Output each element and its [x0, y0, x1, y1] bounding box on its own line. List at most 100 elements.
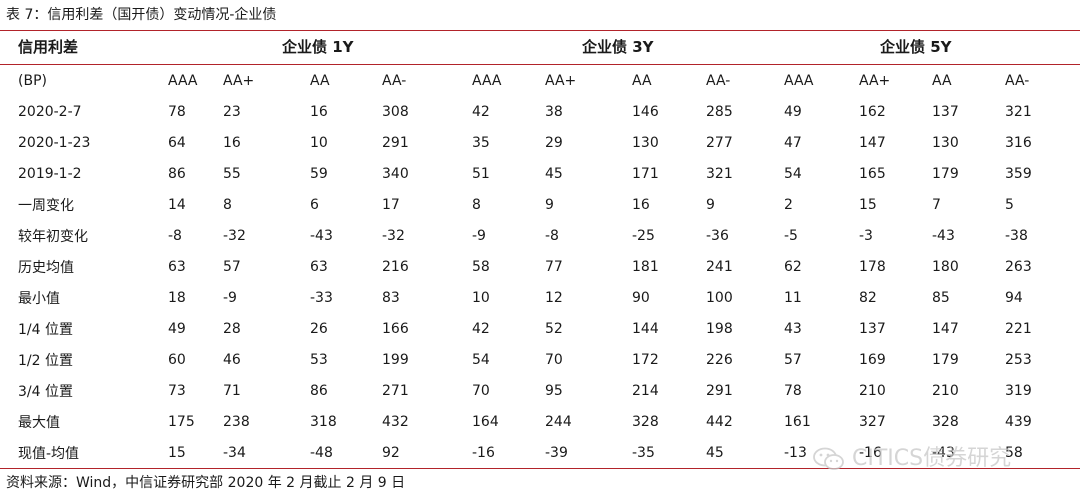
table-cell: 63 — [310, 258, 328, 275]
table-cell: 47 — [784, 134, 802, 151]
table-cell: 54 — [784, 165, 802, 182]
header-corner: 信用利差 — [18, 38, 79, 56]
row-label: 2020-1-23 — [18, 134, 91, 151]
row-label: 2019-1-2 — [18, 165, 82, 182]
table-cell: 2 — [784, 196, 793, 213]
group-header-1y: 企业债 1Y — [282, 38, 354, 56]
table-cell: 161 — [784, 413, 811, 430]
table-cell: 321 — [706, 165, 733, 182]
row-label: 历史均值 — [18, 259, 74, 276]
table-cell: 277 — [706, 134, 733, 151]
table-cell: -32 — [382, 227, 405, 244]
table-cell: 51 — [472, 165, 490, 182]
watermark: CITICS债券研究 — [812, 440, 1011, 472]
rating-header-cell: AA- — [1005, 72, 1030, 89]
table-cell: 83 — [382, 289, 400, 306]
table-cell: 181 — [632, 258, 659, 275]
table-cell: 28 — [223, 320, 241, 337]
table-cell: 147 — [932, 320, 959, 337]
row-label: 1/2 位置 — [18, 352, 73, 369]
spread-table: (BP) AAA AA+ AA AA- AAA AA+ AA AA- AAA AA+ AA AA- 2… — [0, 65, 1080, 468]
table-cell: 12 — [545, 289, 563, 306]
table-cell: -8 — [545, 227, 559, 244]
table-cell: 226 — [706, 351, 733, 368]
table-cell: 175 — [168, 413, 195, 430]
table-cell: 70 — [545, 351, 563, 368]
table-cell: -33 — [310, 289, 333, 306]
table-cell: 90 — [632, 289, 650, 306]
table-cell: 165 — [859, 165, 886, 182]
table-cell: 321 — [1005, 103, 1032, 120]
table-row: 最小值 18 -9 -33 83 10 12 90 100 11 82 85 94 — [0, 282, 1080, 313]
table-cell: 146 — [632, 103, 659, 120]
table-cell: 49 — [168, 320, 186, 337]
rating-header-cell: AA- — [706, 72, 731, 89]
table-cell: 144 — [632, 320, 659, 337]
table-cell: 328 — [932, 413, 959, 430]
table-cell: -35 — [632, 444, 655, 461]
table-cell: 5 — [1005, 196, 1014, 213]
table-cell: 432 — [382, 413, 409, 430]
table-cell: -3 — [859, 227, 873, 244]
table-cell: 64 — [168, 134, 186, 151]
table-cell: 16 — [310, 103, 328, 120]
rating-header-cell: AA+ — [223, 72, 255, 89]
table-cell: 241 — [706, 258, 733, 275]
table-row: 较年初变化 -8 -32 -43 -32 -9 -8 -25 -36 -5 -3 -43 -38 — [0, 220, 1080, 251]
table-cell: 94 — [1005, 289, 1023, 306]
table-cell: 58 — [472, 258, 490, 275]
table-cell: 327 — [859, 413, 886, 430]
table-cell: 49 — [784, 103, 802, 120]
table-row: 1/2 位置 60 46 53 199 54 70 172 226 57 169 179 253 — [0, 344, 1080, 375]
group-header-3y: 企业债 3Y — [582, 38, 654, 56]
row-label: 一周变化 — [18, 197, 74, 214]
table-cell: 8 — [223, 196, 232, 213]
rating-header-cell: AA+ — [545, 72, 577, 89]
table-cell: -34 — [223, 444, 246, 461]
table-cell: 130 — [932, 134, 959, 151]
table-cell: 9 — [545, 196, 554, 213]
table-row: 3/4 位置 73 71 86 271 70 95 214 291 78 210 210 319 — [0, 375, 1080, 406]
table-row: 一周变化 14 8 6 17 8 9 16 9 2 15 7 5 — [0, 189, 1080, 220]
table-cell: 166 — [382, 320, 409, 337]
table-cell: 291 — [706, 382, 733, 399]
table-cell: 78 — [784, 382, 802, 399]
group-header-5y: 企业债 5Y — [880, 38, 952, 56]
table-cell: -38 — [1005, 227, 1028, 244]
table-cell: 7 — [932, 196, 941, 213]
table-cell: -43 — [310, 227, 333, 244]
table-cell: 70 — [472, 382, 490, 399]
table-cell: 6 — [310, 196, 319, 213]
watermark-text: CITICS债券研究 — [852, 446, 1012, 471]
table-cell: 86 — [310, 382, 328, 399]
row-label: 现值-均值 — [18, 445, 80, 462]
unit-label: (BP) — [18, 72, 47, 89]
table-cell: 55 — [223, 165, 241, 182]
table-cell: 8 — [472, 196, 481, 213]
table-cell: -36 — [706, 227, 729, 244]
table-cell: 42 — [472, 320, 490, 337]
table-cell: -5 — [784, 227, 798, 244]
table-row: 2020-2-7 78 23 16 308 42 38 146 285 49 162 137 321 — [0, 96, 1080, 127]
table-cell: 130 — [632, 134, 659, 151]
table-cell: 359 — [1005, 165, 1032, 182]
table-cell: -25 — [632, 227, 655, 244]
table-cell: 180 — [932, 258, 959, 275]
table-row: 现值-均值 15 -34 -48 92 -16 -39 -35 45 -13 -16 -43 58 — [0, 437, 1080, 468]
row-label: 2020-2-7 — [18, 103, 82, 120]
table-cell: 271 — [382, 382, 409, 399]
table-cell: 285 — [706, 103, 733, 120]
table-cell: 15 — [859, 196, 877, 213]
table-cell: -39 — [545, 444, 568, 461]
table-row: 历史均值 63 57 63 216 58 77 181 241 62 178 180 263 — [0, 251, 1080, 282]
table-cell: 221 — [1005, 320, 1032, 337]
table-cell: 10 — [310, 134, 328, 151]
table-cell: 26 — [310, 320, 328, 337]
rating-header-cell: AAA — [168, 72, 198, 89]
table-cell: 52 — [545, 320, 563, 337]
table-cell: 10 — [472, 289, 490, 306]
table-cell: -9 — [223, 289, 237, 306]
rating-header-cell: AA — [310, 72, 330, 89]
table-row: 最大值 175 238 318 432 164 244 328 442 161 327 328 439 — [0, 406, 1080, 437]
table-cell: -8 — [168, 227, 182, 244]
